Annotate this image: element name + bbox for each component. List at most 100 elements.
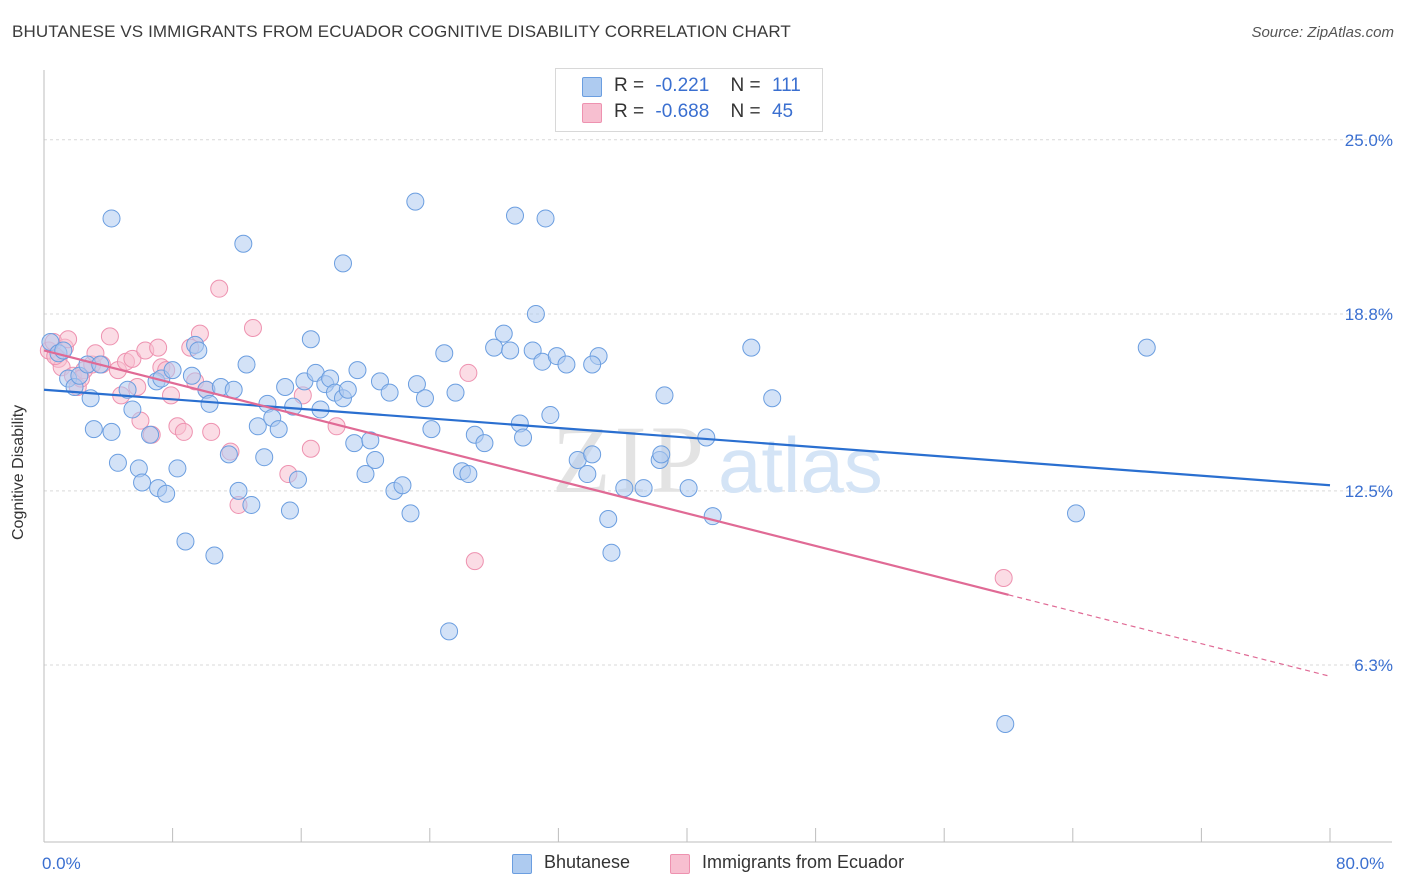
bhutanese-point bbox=[200, 394, 219, 413]
bhutanese-point bbox=[679, 479, 698, 498]
x-max-label: 80.0% bbox=[1336, 854, 1385, 873]
bhutanese-point bbox=[1137, 338, 1156, 357]
bhutanese-point bbox=[440, 622, 459, 641]
bhutanese-point bbox=[102, 209, 121, 228]
bhutanese-point bbox=[446, 383, 465, 402]
legend-n-label: N = bbox=[730, 101, 761, 122]
bhutanese-point bbox=[505, 206, 524, 225]
bhutanese-point bbox=[652, 445, 671, 464]
legend-n-label: N = bbox=[730, 75, 761, 96]
legend-swatch-bhutanese bbox=[512, 854, 532, 874]
ecuador-point bbox=[161, 386, 180, 405]
bhutanese-point bbox=[280, 501, 299, 520]
ecuador-trend-extension bbox=[1008, 594, 1331, 677]
y-tick-label: 25.0% bbox=[1345, 131, 1393, 150]
watermark: ZIP atlas bbox=[552, 406, 883, 513]
bhutanese-point bbox=[361, 431, 380, 450]
bhutanese-point bbox=[255, 448, 274, 467]
ecuador-point bbox=[123, 349, 142, 368]
bhutanese-point bbox=[541, 406, 560, 425]
bhutanese-point bbox=[583, 355, 602, 374]
bhutanese-point bbox=[333, 254, 352, 273]
ecuador-point bbox=[149, 338, 168, 357]
bhutanese-point bbox=[168, 459, 187, 478]
bhutanese-point bbox=[366, 451, 385, 469]
bhutanese-point bbox=[602, 543, 621, 562]
grid-lines bbox=[44, 139, 1392, 666]
bhutanese-point bbox=[269, 420, 288, 439]
bhutanese-point bbox=[599, 509, 618, 528]
bhutanese-point bbox=[393, 476, 412, 495]
axes bbox=[43, 70, 1392, 843]
legend-r-value: -0.688 bbox=[655, 101, 710, 122]
source-label: Source: ZipAtlas.com bbox=[1251, 24, 1394, 41]
legend-r-label: R = bbox=[614, 75, 645, 96]
ecuador-point bbox=[301, 439, 320, 458]
bhutanese-point bbox=[157, 484, 176, 503]
bhutanese-point bbox=[229, 481, 248, 500]
bhutanese-point bbox=[763, 389, 782, 408]
bhutanese-point bbox=[422, 420, 441, 439]
bhutanese-point bbox=[536, 209, 555, 228]
bhutanese-point bbox=[84, 420, 103, 439]
bhutanese-point bbox=[301, 330, 320, 349]
bhutanese-point bbox=[996, 715, 1015, 734]
bhutanese-point bbox=[108, 453, 127, 472]
x-min-label: 0.0% bbox=[42, 854, 81, 873]
bhutanese-point bbox=[634, 479, 653, 498]
bhutanese-point bbox=[475, 434, 494, 453]
bhutanese-point bbox=[380, 383, 399, 402]
bhutanese-point bbox=[435, 344, 454, 363]
bhutanese-point bbox=[406, 192, 425, 211]
chart-title: BHUTANESE VS IMMIGRANTS FROM ECUADOR COG… bbox=[12, 22, 791, 41]
legend-swatch-ecuador bbox=[670, 854, 690, 874]
legend-label-ecuador: Immigrants from Ecuador bbox=[702, 852, 905, 872]
bhutanese-point bbox=[176, 532, 195, 551]
bhutanese-point bbox=[401, 504, 420, 523]
bhutanese-point bbox=[514, 428, 533, 447]
trend-lines bbox=[43, 349, 1331, 677]
bhutanese-point bbox=[189, 341, 208, 360]
y-tick-labels: 25.0% 18.8% 12.5% 6.3% bbox=[1345, 131, 1393, 675]
ecuador-trend-line bbox=[43, 349, 1009, 596]
bhutanese-point bbox=[655, 386, 674, 405]
series-legend: Bhutanese Immigrants from Ecuador bbox=[0, 852, 1406, 878]
bhutanese-point bbox=[182, 366, 201, 385]
legend-swatch-ecuador bbox=[582, 103, 602, 123]
ecuador-point bbox=[210, 279, 229, 298]
bhutanese-point bbox=[459, 465, 478, 484]
bhutanese-point bbox=[1067, 504, 1086, 523]
bhutanese-point bbox=[234, 234, 253, 253]
bhutanese-point bbox=[415, 389, 434, 408]
series-bhutanese-points bbox=[41, 192, 1156, 734]
ecuador-point bbox=[243, 318, 262, 337]
bhutanese-point bbox=[583, 445, 602, 464]
bhutanese-point bbox=[615, 479, 634, 498]
bhutanese-point bbox=[219, 445, 238, 464]
legend-n-value: 111 bbox=[771, 75, 801, 96]
bhutanese-point bbox=[205, 546, 224, 565]
bhutanese-point bbox=[248, 417, 267, 436]
bhutanese-point bbox=[407, 375, 426, 394]
bhutanese-point bbox=[118, 380, 137, 399]
bhutanese-point bbox=[163, 361, 182, 380]
y-axis-label: Cognitive Disability bbox=[10, 404, 27, 540]
bhutanese-point bbox=[133, 473, 152, 492]
correlation-legend: R = -0.221 N = 111 R = -0.688 N = 45 bbox=[555, 68, 823, 132]
bhutanese-point bbox=[276, 377, 295, 396]
ecuador-point bbox=[202, 422, 221, 441]
y-tick-label: 6.3% bbox=[1354, 656, 1393, 675]
legend-r-value: -0.221 bbox=[655, 75, 710, 96]
y-tick-label: 18.8% bbox=[1345, 305, 1393, 324]
legend-swatch-bhutanese bbox=[582, 77, 602, 97]
bhutanese-point bbox=[348, 361, 367, 380]
bhutanese-point bbox=[742, 338, 761, 357]
y-tick-label: 12.5% bbox=[1345, 482, 1393, 501]
bhutanese-point bbox=[288, 470, 307, 489]
bhutanese-point bbox=[102, 422, 121, 441]
ecuador-point bbox=[465, 552, 484, 571]
bhutanese-point bbox=[501, 341, 520, 360]
bhutanese-point bbox=[557, 355, 576, 374]
bhutanese-point bbox=[494, 324, 513, 343]
